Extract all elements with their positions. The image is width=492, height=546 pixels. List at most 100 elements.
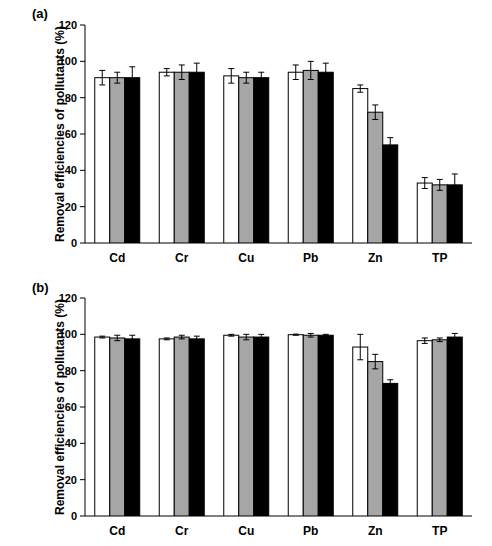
error-bar [243, 72, 249, 83]
x-tick-label: Cd [109, 251, 125, 265]
x-tick-label: TP [432, 524, 447, 538]
error-stem [102, 70, 103, 85]
y-tick [80, 479, 85, 480]
error-cap [293, 335, 299, 336]
bar [110, 338, 125, 516]
error-cap [243, 334, 249, 335]
y-tick [80, 61, 85, 62]
error-cap [228, 334, 234, 335]
error-cap [357, 359, 363, 360]
error-cap [308, 337, 314, 338]
bar [303, 70, 318, 243]
x-axis [85, 516, 472, 517]
error-bar [323, 63, 329, 81]
error-bar [357, 334, 363, 359]
bar [318, 72, 333, 243]
x-tick-label: TP [432, 251, 447, 265]
bar [224, 76, 239, 243]
error-cap [228, 83, 234, 84]
error-bar [387, 380, 393, 387]
error-bar [452, 333, 458, 340]
error-cap [437, 179, 443, 180]
bar [383, 383, 398, 516]
error-bar [437, 179, 443, 190]
x-tick-label: Cu [238, 251, 254, 265]
bar [417, 183, 432, 243]
y-tick [80, 170, 85, 171]
error-stem [360, 334, 361, 359]
error-stem [375, 354, 376, 369]
error-cap [194, 336, 200, 337]
bar [318, 335, 333, 516]
error-bar [422, 338, 428, 343]
y-tick [80, 334, 85, 335]
error-cap [129, 88, 135, 89]
error-cap [437, 337, 443, 338]
y-tick-label: 100 [59, 328, 77, 340]
bar [95, 337, 110, 516]
error-stem [375, 105, 376, 120]
figure: (a)Removal efficiencies of pollutants (%… [0, 0, 492, 546]
error-cap [99, 337, 105, 338]
y-tick [80, 370, 85, 371]
error-cap [194, 63, 200, 64]
error-cap [179, 64, 185, 65]
error-bar [179, 65, 185, 80]
error-cap [164, 75, 170, 76]
error-cap [114, 340, 120, 341]
error-bar [129, 335, 135, 342]
y-axis [85, 25, 86, 243]
bar [125, 78, 140, 243]
error-cap [387, 137, 393, 138]
error-cap [372, 119, 378, 120]
error-cap [129, 66, 135, 67]
error-cap [164, 68, 170, 69]
panel-label: (a) [32, 6, 48, 21]
y-tick [80, 516, 85, 517]
y-axis [85, 298, 86, 516]
error-cap [228, 336, 234, 337]
error-cap [422, 177, 428, 178]
error-stem [181, 65, 182, 80]
y-tick-label: 120 [59, 292, 77, 304]
y-tick [80, 206, 85, 207]
error-cap [452, 173, 458, 174]
x-tick-label: Cd [109, 524, 125, 538]
bar [353, 347, 368, 516]
error-cap [323, 334, 329, 335]
error-bar [228, 334, 234, 336]
error-stem [439, 338, 440, 342]
error-cap [293, 79, 299, 80]
error-cap [372, 104, 378, 105]
bar [125, 339, 140, 516]
bar [239, 78, 254, 243]
error-stem [424, 338, 425, 343]
error-stem [117, 335, 118, 340]
error-cap [258, 334, 264, 335]
error-bar [308, 61, 314, 79]
error-bar [179, 335, 185, 339]
y-tick-label: 80 [65, 365, 77, 377]
error-cap [387, 152, 393, 153]
error-stem [390, 138, 391, 153]
panel-label: (b) [32, 280, 49, 295]
error-bar [99, 336, 105, 338]
x-tick-label: Zn [368, 524, 383, 538]
x-tick-label: Zn [368, 251, 383, 265]
y-tick-label: 120 [59, 19, 77, 31]
error-cap [372, 368, 378, 369]
error-cap [308, 333, 314, 334]
bar [288, 72, 303, 243]
bar [368, 362, 383, 516]
bar [417, 341, 432, 516]
x-tick-label: Cr [175, 524, 189, 538]
error-bar [114, 72, 120, 83]
bar [224, 335, 239, 516]
bar [353, 89, 368, 243]
x-tick-label: Cu [238, 524, 254, 538]
error-stem [454, 333, 455, 340]
error-bar [114, 335, 120, 340]
error-cap [357, 92, 363, 93]
error-stem [166, 69, 167, 76]
error-cap [387, 387, 393, 388]
